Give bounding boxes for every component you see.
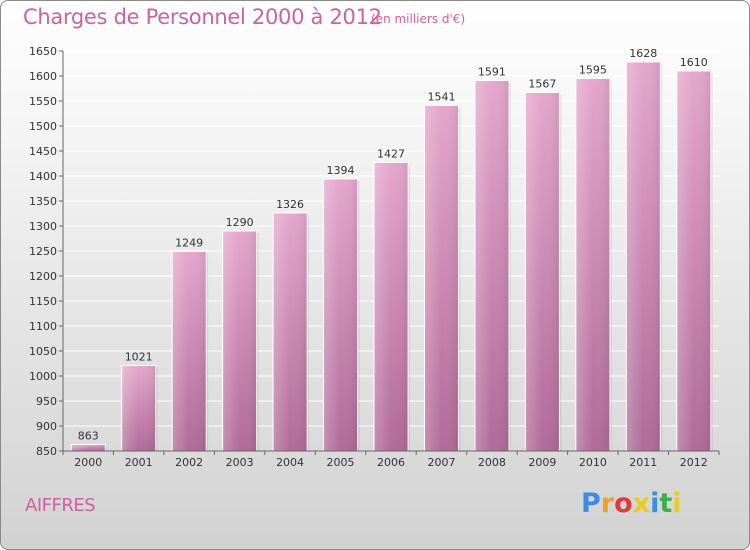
y-tick-label: 1550	[29, 95, 57, 108]
y-tick-label: 1250	[29, 245, 57, 258]
x-tick-label: 2000	[74, 456, 102, 469]
x-tick-label: 2011	[629, 456, 657, 469]
chart-title: Charges de Personnel 2000 à 2012	[23, 5, 382, 29]
data-label: 1249	[175, 237, 203, 250]
y-tick-label: 1000	[29, 370, 57, 383]
bar-highlight	[121, 365, 156, 451]
logo-letter: i	[650, 488, 660, 519]
bar-highlight	[273, 213, 308, 451]
bar-highlight	[424, 105, 459, 451]
y-tick-label: 1650	[29, 45, 57, 58]
data-label: 1595	[579, 64, 607, 77]
y-tick-label: 950	[36, 395, 57, 408]
bar-highlight	[71, 444, 106, 451]
logo-letter: x	[632, 488, 651, 519]
bar-highlight	[575, 78, 610, 451]
x-tick-label: 2012	[680, 456, 708, 469]
proxiti-logo: Proxiti	[581, 488, 682, 519]
data-label: 1541	[427, 91, 455, 104]
x-tick-label: 2005	[327, 456, 355, 469]
y-tick-label: 1350	[29, 195, 57, 208]
data-label: 1427	[377, 148, 405, 161]
x-tick-label: 2002	[175, 456, 203, 469]
data-label: 1021	[125, 351, 153, 364]
bar-highlight	[172, 251, 207, 451]
data-label: 1591	[478, 66, 506, 79]
y-tick-label: 1500	[29, 120, 57, 133]
x-tick-label: 2006	[377, 456, 405, 469]
logo-letter: i	[672, 488, 682, 519]
y-tick-label: 1600	[29, 70, 57, 83]
chart-unit: (en milliers d'€)	[371, 12, 466, 26]
x-tick-label: 2001	[125, 456, 153, 469]
y-tick-label: 1150	[29, 295, 57, 308]
data-label: 1628	[629, 47, 657, 60]
commune-name: AIFFRES	[25, 495, 96, 516]
y-tick-label: 1300	[29, 220, 57, 233]
x-tick-label: 2007	[427, 456, 455, 469]
data-label: 863	[78, 430, 99, 443]
bar-highlight	[374, 162, 408, 451]
bar-highlight	[474, 80, 509, 451]
logo-letter: r	[600, 488, 615, 519]
logo-letter: P	[581, 488, 601, 519]
x-tick-label: 2010	[579, 456, 607, 469]
data-label: 1610	[680, 56, 708, 69]
x-tick-label: 2003	[226, 456, 254, 469]
data-label: 1567	[528, 78, 556, 91]
bar-highlight	[222, 231, 257, 451]
logo-letter: o	[614, 488, 633, 519]
bar-highlight	[525, 92, 560, 451]
y-tick-label: 1100	[29, 320, 57, 333]
x-tick-label: 2008	[478, 456, 506, 469]
data-label: 1290	[226, 216, 254, 229]
y-tick-label: 900	[36, 420, 57, 433]
x-tick-label: 2004	[276, 456, 304, 469]
y-tick-label: 1400	[29, 170, 57, 183]
bar-highlight	[626, 62, 661, 451]
bar-highlight	[676, 71, 711, 451]
y-tick-label: 1200	[29, 270, 57, 283]
data-label: 1394	[327, 164, 355, 177]
bar-highlight	[323, 179, 358, 451]
data-label: 1326	[276, 198, 304, 211]
y-tick-label: 1050	[29, 345, 57, 358]
y-tick-label: 850	[36, 445, 57, 458]
logo-letter: t	[659, 488, 673, 519]
y-tick-label: 1450	[29, 145, 57, 158]
x-tick-label: 2009	[528, 456, 556, 469]
